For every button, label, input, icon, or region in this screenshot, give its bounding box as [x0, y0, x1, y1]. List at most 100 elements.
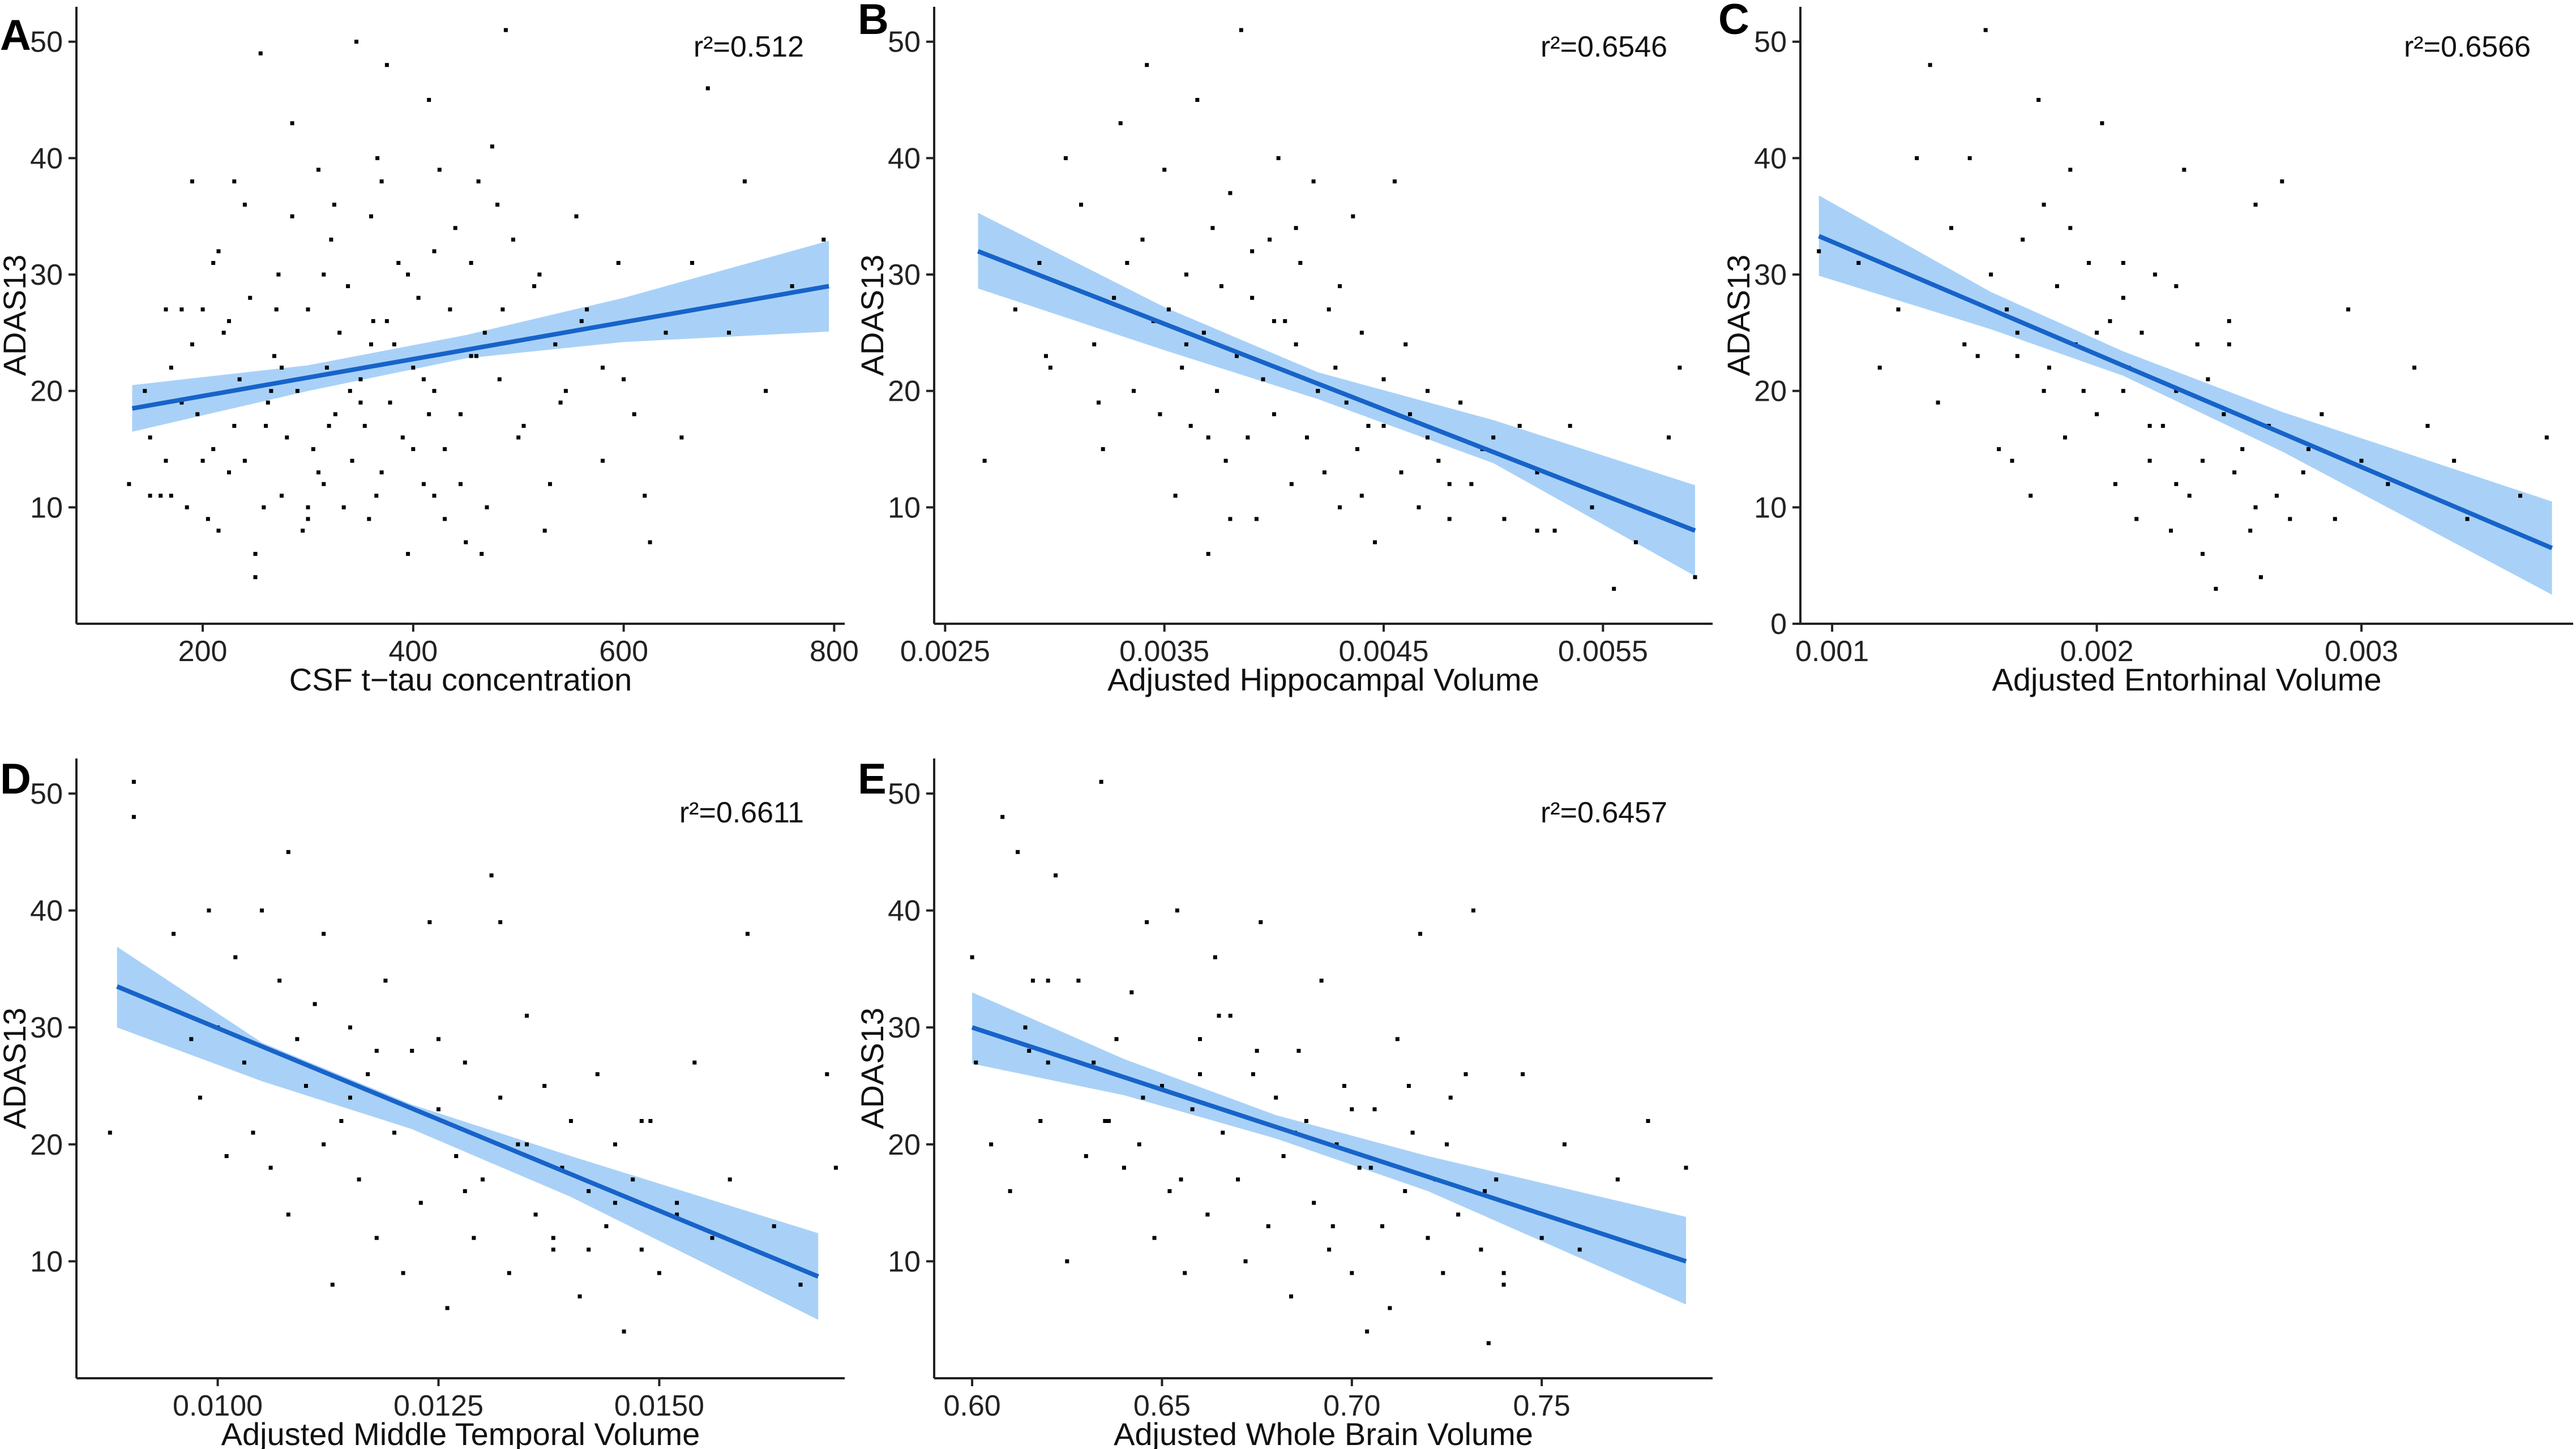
data-point — [433, 494, 437, 498]
data-point — [1167, 307, 1171, 311]
data-point — [622, 1330, 626, 1334]
data-point — [1046, 1061, 1050, 1065]
data-point — [1084, 1154, 1088, 1158]
data-point — [580, 319, 584, 323]
data-point — [2121, 296, 2125, 300]
data-point — [2095, 331, 2099, 335]
data-point — [799, 1283, 803, 1287]
y-tick-label: 50 — [30, 778, 63, 811]
data-point — [974, 1061, 978, 1065]
data-point — [1355, 447, 1359, 451]
x-axis-title: Adjusted Middle Temporal Volume — [221, 1416, 700, 1449]
y-tick-label: 0 — [1770, 608, 1787, 641]
data-point — [316, 168, 320, 172]
data-point — [2055, 284, 2059, 288]
data-point — [1000, 815, 1004, 819]
data-point — [190, 342, 194, 346]
data-point — [2214, 587, 2218, 591]
data-point — [1646, 1119, 1650, 1123]
panel-letter: E — [858, 755, 887, 803]
data-point — [1365, 1330, 1369, 1334]
data-point — [189, 1037, 193, 1041]
data-point — [1179, 1177, 1183, 1181]
y-tick-label: 30 — [1754, 259, 1787, 291]
data-point — [1612, 587, 1616, 591]
data-point — [322, 932, 326, 936]
data-point — [1518, 424, 1522, 428]
data-point — [337, 331, 341, 335]
data-point — [227, 470, 231, 474]
y-tick-label: 40 — [888, 142, 921, 175]
data-point — [417, 296, 421, 300]
data-point — [254, 575, 258, 579]
data-point — [2095, 412, 2099, 416]
data-point — [1323, 470, 1326, 474]
y-tick-label: 20 — [888, 375, 921, 408]
data-point — [1400, 470, 1403, 474]
data-point — [1373, 1107, 1377, 1111]
data-point — [2063, 435, 2067, 439]
data-point — [2134, 517, 2138, 521]
data-point — [1101, 447, 1105, 451]
data-point — [1097, 401, 1101, 405]
data-point — [2121, 261, 2125, 265]
data-point — [207, 908, 211, 912]
panel-e: E 10203040500.60 0.65 0.70 0.75Adjusted Who… — [854, 755, 1713, 1449]
data-point — [306, 505, 310, 509]
data-point — [498, 920, 502, 924]
x-axis-title: CSF t−tau concentration — [289, 662, 632, 697]
data-point — [2259, 575, 2263, 579]
data-point — [329, 238, 333, 242]
data-point — [1272, 319, 1276, 323]
data-point — [477, 179, 481, 183]
data-point — [525, 1142, 529, 1146]
data-point — [1228, 191, 1232, 195]
data-point — [248, 296, 252, 300]
data-point — [706, 87, 710, 91]
data-point — [446, 1306, 450, 1310]
x-axis-title: Adjusted Hippocampal Volume — [1107, 662, 1539, 697]
data-point — [332, 203, 336, 207]
data-point — [311, 447, 315, 451]
data-point — [601, 366, 605, 370]
data-point — [366, 1072, 370, 1076]
data-point — [350, 459, 354, 463]
data-point — [1038, 1119, 1042, 1123]
data-point — [1145, 63, 1149, 67]
data-point — [1282, 1154, 1286, 1158]
data-point — [675, 1201, 679, 1205]
y-tick-label: 50 — [1754, 26, 1787, 59]
data-point — [2005, 307, 2009, 311]
data-point — [1184, 342, 1188, 346]
r-squared-label: r²=0.6546 — [1541, 31, 1667, 63]
data-point — [342, 505, 346, 509]
data-point — [2206, 378, 2210, 381]
data-point — [1417, 505, 1421, 509]
data-point — [1616, 1177, 1620, 1181]
data-point — [2201, 459, 2205, 463]
data-point — [2452, 459, 2456, 463]
data-point — [322, 1142, 326, 1146]
data-point — [2425, 424, 2429, 428]
data-point — [396, 261, 400, 265]
data-point — [989, 1142, 993, 1146]
data-point — [2121, 389, 2125, 393]
data-point — [179, 307, 183, 311]
data-point — [1382, 424, 1386, 428]
data-point — [772, 1224, 776, 1228]
data-point — [543, 529, 547, 533]
y-tick-label: 30 — [888, 1011, 921, 1044]
data-point — [743, 179, 747, 183]
data-point — [1246, 435, 1250, 439]
data-point — [1174, 494, 1178, 498]
data-point — [437, 1037, 440, 1041]
data-point — [746, 932, 750, 936]
data-point — [2301, 470, 2305, 474]
data-point — [422, 482, 426, 486]
data-point — [1976, 354, 1980, 358]
data-point — [1678, 366, 1681, 370]
data-point — [631, 1177, 635, 1181]
data-point — [1968, 156, 1972, 160]
data-point — [276, 273, 280, 277]
data-point — [1338, 284, 1342, 288]
